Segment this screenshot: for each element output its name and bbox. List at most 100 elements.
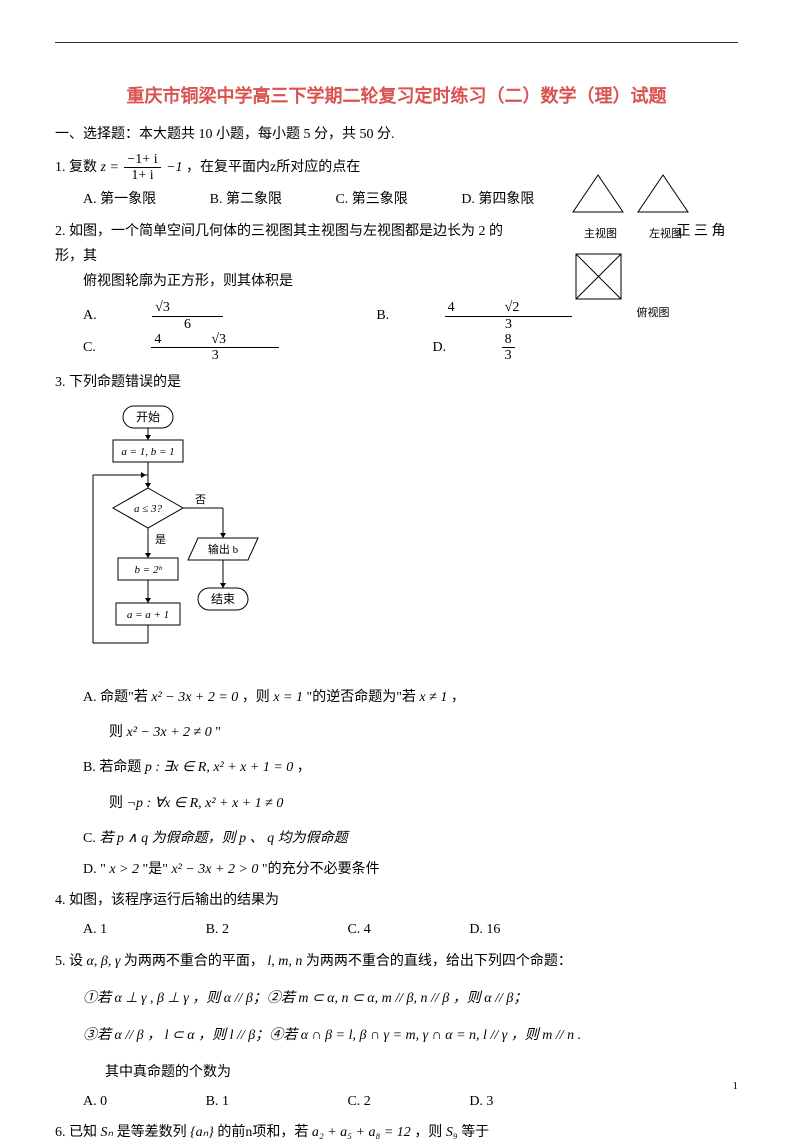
q5-p34: ③若 α // β ， l ⊂ α ，则 l // β；④若 α ∩ β = l… bbox=[83, 1023, 738, 1048]
q1-frac-num: −1+ i bbox=[124, 152, 160, 168]
question-3: 3. 下列命题错误的是 开始 a = 1, b = 1 a ≤ 3? 否 输出 … bbox=[55, 370, 738, 883]
page-number: 1 bbox=[733, 1077, 739, 1097]
flowchart-svg: 开始 a = 1, b = 1 a ≤ 3? 否 输出 b 结束 是 b = 2… bbox=[83, 403, 293, 668]
q3-b-label: B. bbox=[83, 760, 96, 775]
q3-a-t3: "的逆否命题为"若 bbox=[306, 690, 415, 705]
q6-eq: a₂ + a₅ + a₈ = 12 bbox=[312, 1125, 411, 1140]
q2-num: 2. bbox=[55, 224, 66, 239]
q3-d-t3: "的充分不必要条件 bbox=[262, 862, 380, 877]
q4-text: 如图，该程序运行后输出的结果为 bbox=[69, 893, 279, 908]
q5-tb: 为两两不重合的平面， bbox=[124, 954, 264, 969]
q5-g1: α, β, γ bbox=[87, 954, 121, 969]
q2-b-frac: 4√23 bbox=[445, 300, 623, 332]
section-1-header: 一、选择题：本大题共 10 小题，每小题 5 分，共 50 分. bbox=[55, 122, 738, 147]
q2-c-label: C. bbox=[83, 335, 96, 360]
fc-cond: a ≤ 3? bbox=[134, 503, 163, 515]
q5-td: 其中真命题的个数为 bbox=[105, 1060, 738, 1085]
q1-text-b: ，在复平面内z所对应的点在 bbox=[186, 160, 360, 175]
question-5: 5. 设 α, β, γ 为两两不重合的平面， l, m, n 为两两不重合的直… bbox=[55, 949, 738, 1115]
q3-a-t4: ， bbox=[451, 690, 465, 705]
q4-opt-a: A. 1 bbox=[83, 917, 107, 942]
q3-b-t1: 若命题 bbox=[99, 760, 141, 775]
q6-sn: Sₙ bbox=[101, 1125, 114, 1140]
q2-a-frac: √36 bbox=[152, 300, 273, 332]
q2-opt-a: A. √36 bbox=[83, 300, 323, 332]
q3-opt-b: B. 若命题 p : ∃x ∈ R, x² + x + 1 = 0 ， bbox=[83, 755, 738, 780]
question-1: 1. 复数 z = −1+ i 1+ i −1 ，在复平面内z所对应的点在 A.… bbox=[55, 152, 738, 213]
q5-options: A. 0 B. 1 C. 2 D. 3 bbox=[83, 1089, 738, 1114]
q3-a-t1: 命题"若 bbox=[100, 690, 148, 705]
q1-opt-c: C. 第三象限 bbox=[335, 187, 407, 212]
q2-opt-b: B. 4√23 bbox=[376, 300, 672, 332]
q6-td: ，则 bbox=[414, 1125, 442, 1140]
q2-opt-c: C. 4√33 bbox=[83, 332, 379, 364]
q3-a-cont: 则 x² − 3x + 2 ≠ 0 " bbox=[109, 720, 738, 745]
q2-c-coef: 4 bbox=[154, 332, 161, 347]
q1-text-a: 复数 bbox=[69, 160, 97, 175]
q5-opt-b: B. 1 bbox=[206, 1089, 229, 1114]
q5-opt-a: A. 0 bbox=[83, 1089, 107, 1114]
q2-c-num: 3 bbox=[219, 332, 226, 347]
flowchart: 开始 a = 1, b = 1 a ≤ 3? 否 输出 b 结束 是 b = 2… bbox=[83, 403, 738, 677]
fc-init: a = 1, b = 1 bbox=[121, 446, 174, 458]
q3-opt-a: A. 命题"若 x² − 3x + 2 = 0 ，则 x = 1 "的逆否命题为… bbox=[83, 685, 738, 710]
q1-frac: −1+ i 1+ i bbox=[124, 152, 160, 184]
q3-a-e3: x ≠ 1 bbox=[419, 690, 447, 705]
q5-opt-c: C. 2 bbox=[347, 1089, 370, 1114]
q2-a-label: A. bbox=[83, 303, 97, 328]
fc-start: 开始 bbox=[136, 410, 160, 424]
q3-b-cont: 则 ¬p : ∀x ∈ R, x² + x + 1 ≠ 0 bbox=[109, 791, 738, 816]
q2-d-label: D. bbox=[433, 335, 447, 360]
q5-ta: 设 bbox=[69, 954, 83, 969]
q6-te: 等于 bbox=[461, 1125, 489, 1140]
q2-d-frac: 83 bbox=[502, 332, 565, 364]
q5-v2: l, m, n bbox=[267, 954, 302, 969]
q3-c-text: 若 p ∧ q 为假命题，则 p 、 q 均为假命题 bbox=[99, 831, 347, 846]
q1-minus1: −1 bbox=[166, 160, 182, 175]
q4-opt-c: C. 4 bbox=[347, 917, 370, 942]
q2-a-den: 6 bbox=[152, 317, 223, 332]
q2-text-c: 俯视图轮廓为正方形，则其体积是 bbox=[83, 269, 738, 294]
q3-a-t6: " bbox=[215, 725, 221, 740]
q5-opt-d: D. 3 bbox=[469, 1089, 493, 1114]
q1-z: z = bbox=[101, 160, 119, 175]
q1-options: A. 第一象限 B. 第二象限 C. 第三象限 D. 第四象限 bbox=[83, 187, 738, 212]
q3-opt-c: C. 若 p ∧ q 为假命题，则 p 、 q 均为假命题 bbox=[83, 826, 738, 851]
q3-a-t5: 则 bbox=[109, 725, 123, 740]
q3-a-t2: ，则 bbox=[242, 690, 270, 705]
fc-inc: a = a + 1 bbox=[127, 609, 169, 621]
q2-opt-d: D. 83 bbox=[433, 332, 615, 364]
q1-frac-den: 1+ i bbox=[124, 168, 160, 183]
question-6: 6. 已知 Sₙ 是等差数列 {aₙ} 的前n项和，若 a₂ + a₅ + a₈… bbox=[55, 1120, 738, 1145]
q3-a-e1: x² − 3x + 2 = 0 bbox=[151, 690, 238, 705]
q5-num: 5. bbox=[55, 954, 66, 969]
q1-opt-a: A. 第一象限 bbox=[83, 187, 156, 212]
q6-s9: S₉ bbox=[446, 1125, 458, 1140]
question-4: 4. 如图，该程序运行后输出的结果为 A. 1 B. 2 C. 4 D. 16 bbox=[55, 888, 738, 942]
q3-d-t2: "是" bbox=[143, 862, 168, 877]
q6-ta: 已知 bbox=[69, 1125, 97, 1140]
q3-a-e2: x = 1 bbox=[273, 690, 303, 705]
q1-opt-d: D. 第四象限 bbox=[461, 187, 534, 212]
q4-num: 4. bbox=[55, 893, 66, 908]
fc-end: 结束 bbox=[211, 592, 235, 606]
q3-b-e1: p : ∃x ∈ R, x² + x + 1 = 0 bbox=[145, 760, 293, 775]
q5-p12: ①若 α ⊥ γ , β ⊥ γ ，则 α // β；②若 m ⊂ α, n ⊂… bbox=[83, 986, 738, 1011]
q2-d-num: 8 bbox=[502, 332, 515, 348]
q2-b-num: 2 bbox=[512, 300, 519, 315]
q6-tb: 是等差数列 bbox=[117, 1125, 187, 1140]
q4-opt-b: B. 2 bbox=[206, 917, 229, 942]
q3-d-t1: " bbox=[100, 862, 106, 877]
q6-num: 6. bbox=[55, 1125, 66, 1140]
q6-tc: 的前n项和，若 bbox=[217, 1125, 308, 1140]
question-2: 2. 如图，一个简单空间几何体的三视图其主视图与左视图都是边长为 2 的 正 三… bbox=[55, 219, 738, 364]
q2-text-a: 如图，一个简单空间几何体的三视图其主视图与左视图都是边长为 2 的 bbox=[69, 224, 503, 239]
q2-options: A. √36 B. 4√23 C. 4√33 D. 83 bbox=[83, 300, 738, 364]
q3-b-t3: 则 bbox=[109, 796, 123, 811]
q3-c-label: C. bbox=[83, 831, 96, 846]
q2-c-den: 3 bbox=[151, 348, 279, 363]
q3-d-label: D. bbox=[83, 862, 97, 877]
fc-yes: 是 bbox=[155, 533, 166, 546]
q2-d-den: 3 bbox=[502, 348, 515, 363]
q5-tc: 为两两不重合的直线，给出下列四个命题： bbox=[306, 954, 572, 969]
